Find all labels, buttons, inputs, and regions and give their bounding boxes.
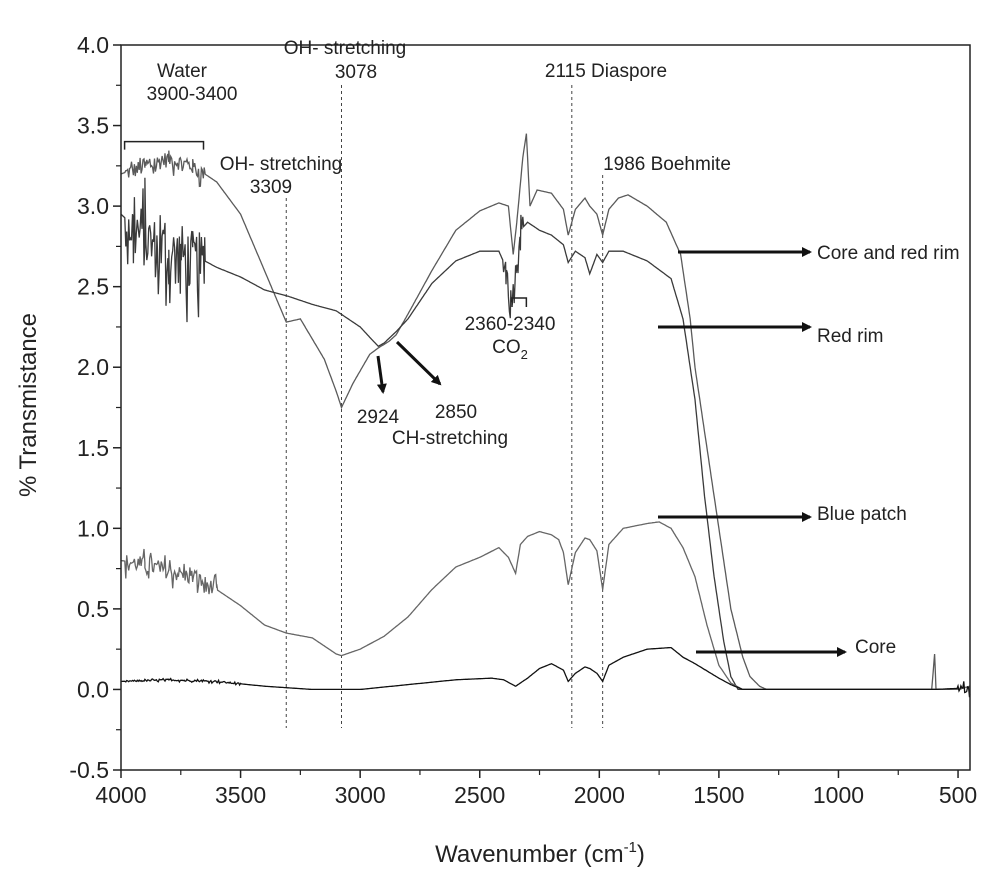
annotation-oh3078-line2: 3078 <box>335 62 377 83</box>
annotation-diaspore: 2115 Diaspore <box>545 61 667 82</box>
annotation-co2-range: 2360-2340 <box>465 314 556 335</box>
series-line-core-and-red-rim <box>120 133 971 691</box>
y-axis: -0.5 0.0 0.5 1.0 1.5 2.0 2.5 3.0 3.5 4.0 <box>69 32 121 783</box>
y-tick-label: 2.5 <box>77 274 109 300</box>
series-label-core-and-red-rim: Core and red rim <box>678 243 960 264</box>
annotation-co2: 2360-2340 CO2 <box>465 297 556 362</box>
y-axis-title: % Transmistance <box>15 313 42 497</box>
annotation-co2-formula: CO2 <box>492 337 528 362</box>
y-tick-label: 2.0 <box>77 354 109 380</box>
arrow-2924 <box>376 355 387 394</box>
y-tick-label: 1.5 <box>77 435 109 461</box>
y-tick-label: 3.0 <box>77 193 109 219</box>
annotation-oh-3309: OH- stretching 3309 <box>220 154 342 198</box>
plot-area <box>120 85 971 728</box>
x-tick-label: 1000 <box>813 782 864 808</box>
y-tick-label: -0.5 <box>69 757 109 783</box>
reference-lines <box>285 85 604 728</box>
annotation-ch-2850: 2850 <box>435 402 477 423</box>
annotation-oh-3078: OH- stretching 3078 <box>284 38 406 83</box>
water-range-bracket <box>123 140 205 150</box>
series-label-core: Core <box>696 637 896 658</box>
annotation-boehmite: 1986 Boehmite <box>603 154 731 175</box>
x-axis: 4000 3500 3000 2500 2000 1500 1000 500 <box>95 770 977 808</box>
series-label-text-core-and-red-rim: Core and red rim <box>817 243 960 264</box>
annotation-oh3309-line1: OH- stretching <box>220 154 342 175</box>
arrow-2850 <box>395 340 442 386</box>
x-tick-label: 500 <box>939 782 977 808</box>
series-label-text-red-rim: Red rim <box>817 326 884 347</box>
annotation-ch-label: CH-stretching <box>392 428 508 449</box>
annotation-ch-stretching: 2924 2850 CH-stretching <box>357 340 508 449</box>
x-axis-title: Wavenumber (cm-1) <box>435 839 645 868</box>
annotation-oh3078-line1: OH- stretching <box>284 38 406 59</box>
y-tick-label: 0.0 <box>77 676 109 702</box>
x-tick-label: 2500 <box>454 782 505 808</box>
series-line-blue-patch <box>120 521 971 691</box>
annotation-water-line2: 3900-3400 <box>147 84 238 105</box>
co2-range-bracket <box>511 297 528 307</box>
series-label-text-core: Core <box>855 637 896 658</box>
series-label-red-rim: Red rim <box>658 322 884 347</box>
x-tick-label: 3500 <box>215 782 266 808</box>
x-tick-label: 4000 <box>95 782 146 808</box>
y-tick-label: 4.0 <box>77 32 109 58</box>
x-tick-label: 2000 <box>574 782 625 808</box>
series-line-core <box>121 646 971 698</box>
annotation-water: Water 3900-3400 <box>123 61 238 150</box>
annotation-ch-2924: 2924 <box>357 407 400 428</box>
annotation-water-line1: Water <box>157 61 208 82</box>
series-group <box>120 133 971 698</box>
x-tick-label: 3000 <box>335 782 386 808</box>
series-label-blue-patch: Blue patch <box>658 504 907 525</box>
y-tick-label: 1.0 <box>77 515 109 541</box>
annotation-oh3309-line2: 3309 <box>250 177 292 198</box>
x-tick-label: 1500 <box>693 782 744 808</box>
series-label-text-blue-patch: Blue patch <box>817 504 907 525</box>
y-tick-label: 3.5 <box>77 113 109 139</box>
y-tick-label: 0.5 <box>77 596 109 622</box>
